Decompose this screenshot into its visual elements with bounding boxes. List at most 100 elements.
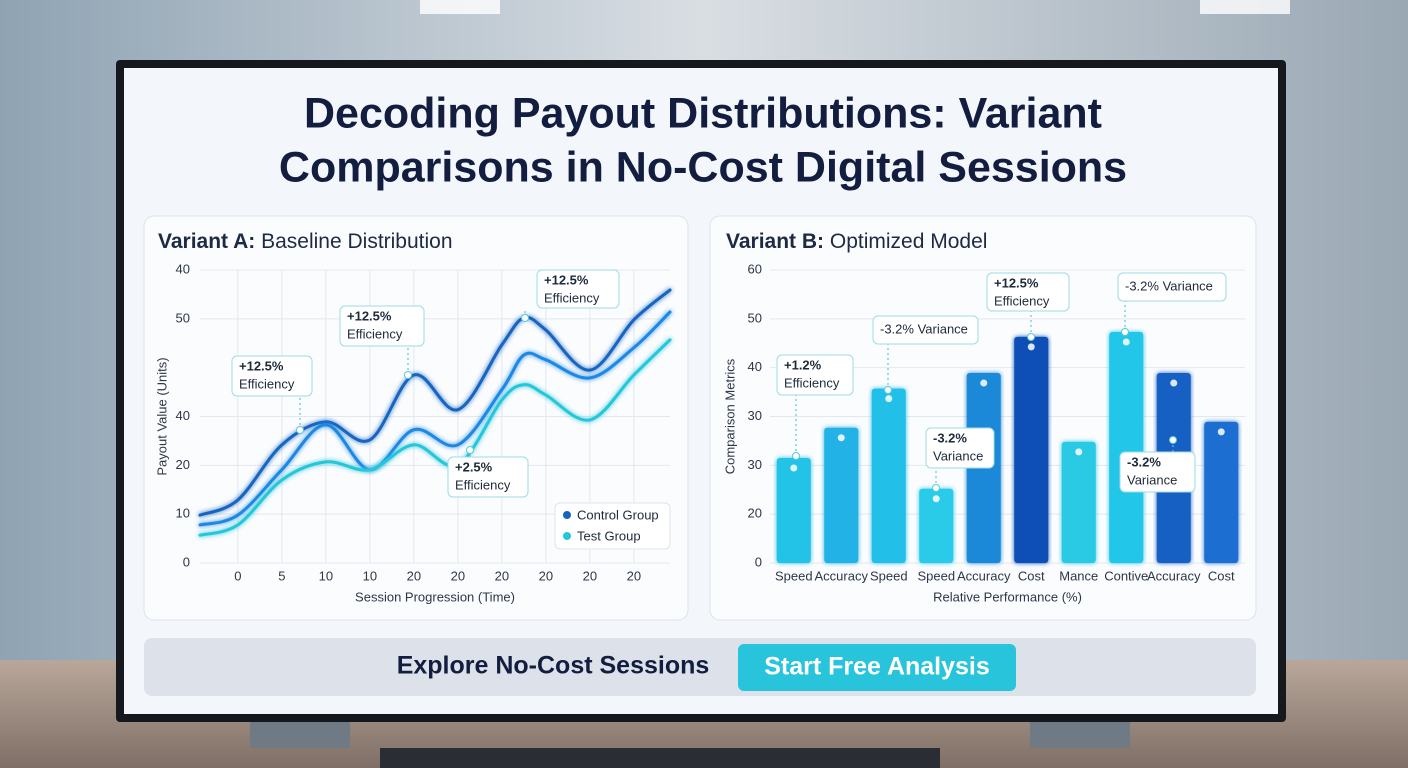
panel-title-lead: Variant A: <box>158 230 255 253</box>
annotation-dot <box>521 314 529 322</box>
annotation-text: +1.2% <box>784 357 822 372</box>
annotation-text: Efficiency <box>455 477 511 492</box>
x-tick-label: 10 <box>363 568 377 583</box>
panel-title: Variant B: Optimized Model <box>726 230 987 253</box>
annotation-dot <box>1121 328 1129 336</box>
y-tick-label: 0 <box>755 554 762 569</box>
annotation-text: Efficiency <box>544 290 600 305</box>
y-axis-label: Payout Value (Units) <box>154 357 169 475</box>
annotation-text: Efficiency <box>994 293 1050 308</box>
y-tick-label: 30 <box>748 457 762 472</box>
annotation-text: Efficiency <box>239 376 295 391</box>
x-tick-label: Speed <box>775 568 813 583</box>
x-tick-label: 20 <box>583 568 597 583</box>
y-axis-label: Comparison Metrics <box>722 358 737 474</box>
x-tick-label: Cost <box>1018 568 1045 583</box>
annotation-text: -3.2% Variance <box>880 321 968 336</box>
ceiling-light <box>1200 0 1290 14</box>
x-tick-label: 20 <box>407 568 421 583</box>
bar-highlight <box>837 434 845 442</box>
page-title: Decoding Payout Distributions: Variant <box>304 89 1102 137</box>
panel <box>143 215 689 621</box>
bar <box>919 488 954 563</box>
y-tick-label: 50 <box>748 310 762 325</box>
bar-highlight <box>932 495 940 503</box>
cta-button[interactable] <box>738 644 1016 691</box>
x-tick-label: 20 <box>539 568 553 583</box>
annotation-text: Variance <box>1127 472 1177 487</box>
annotation-text: +12.5% <box>994 275 1039 290</box>
monitor-stand <box>250 718 350 748</box>
page-title: Comparisons in No-Cost Digital Sessions <box>279 143 1127 191</box>
x-tick-label: 0 <box>234 568 241 583</box>
panel-title-rest: Optimized Model <box>830 230 988 253</box>
x-tick-label: 20 <box>495 568 509 583</box>
annotation-box <box>447 456 529 498</box>
annotation-text: +12.5% <box>544 272 589 287</box>
annotation-text: +12.5% <box>347 308 392 323</box>
cta-button-label[interactable]: Start Free Analysis <box>764 653 990 681</box>
series-line <box>198 310 672 527</box>
annotation-text: -3.2% Variance <box>1125 278 1213 293</box>
annotation-box <box>1117 272 1227 302</box>
bar-highlight <box>1122 338 1130 346</box>
annotation-text: -3.2% <box>1127 454 1161 469</box>
annotation-dot <box>1027 333 1035 341</box>
x-tick-label: Speed <box>917 568 955 583</box>
ceiling-light <box>420 0 500 14</box>
legend-box <box>554 502 671 550</box>
bar-highlight <box>1170 379 1178 387</box>
bar <box>776 458 811 563</box>
bar-highlight <box>790 464 798 472</box>
x-tick-label: Contive <box>1104 568 1148 583</box>
y-tick-label: 40 <box>176 408 190 423</box>
annotation-box <box>986 272 1070 312</box>
monitor-stand <box>1030 718 1130 748</box>
x-tick-label: Cost <box>1208 568 1235 583</box>
y-tick-label: 20 <box>176 457 190 472</box>
keyboard <box>380 748 940 768</box>
x-axis-label: Session Progression (Time) <box>355 589 515 604</box>
y-tick-label: 60 <box>748 261 762 276</box>
annotation-box <box>872 315 979 345</box>
annotation-box <box>231 355 313 397</box>
legend-label: Test Group <box>577 528 641 543</box>
bar-highlight <box>1027 343 1035 351</box>
bar <box>824 427 859 563</box>
annotation-dot <box>404 371 412 379</box>
annotation-text: Efficiency <box>784 375 840 390</box>
y-tick-label: 40 <box>176 261 190 276</box>
annotation-text: Variance <box>933 448 983 463</box>
annotation-box <box>776 354 854 396</box>
annotation-text: +2.5% <box>455 459 493 474</box>
x-tick-label: Accuracy <box>1147 568 1201 583</box>
y-tick-label: 40 <box>748 359 762 374</box>
y-tick-label: 10 <box>176 506 190 521</box>
x-tick-label: Accuracy <box>815 568 869 583</box>
x-tick-label: Accuracy <box>957 568 1011 583</box>
annotation-dot <box>466 446 474 454</box>
y-tick-label: 0 <box>183 554 190 569</box>
y-tick-label: 30 <box>748 408 762 423</box>
legend-swatch <box>563 511 571 519</box>
x-tick-label: Speed <box>870 568 908 583</box>
panel-title: Variant A: Baseline Distribution <box>158 230 453 253</box>
annotation-dot <box>792 452 800 460</box>
panel-title-lead: Variant B: <box>726 230 824 253</box>
bar-highlight <box>980 379 988 387</box>
x-tick-label: 5 <box>278 568 285 583</box>
x-tick-label: 10 <box>319 568 333 583</box>
bar <box>1109 332 1144 563</box>
bar <box>1204 421 1239 563</box>
series-line <box>198 288 672 517</box>
legend-swatch <box>563 532 571 540</box>
legend-label: Control Group <box>577 507 659 522</box>
bar-highlight <box>1217 428 1225 436</box>
bar <box>1014 336 1049 563</box>
x-tick-label: 20 <box>451 568 465 583</box>
annotation-text: +12.5% <box>239 358 284 373</box>
x-tick-label: 20 <box>627 568 641 583</box>
annotation-dot <box>1169 436 1177 444</box>
